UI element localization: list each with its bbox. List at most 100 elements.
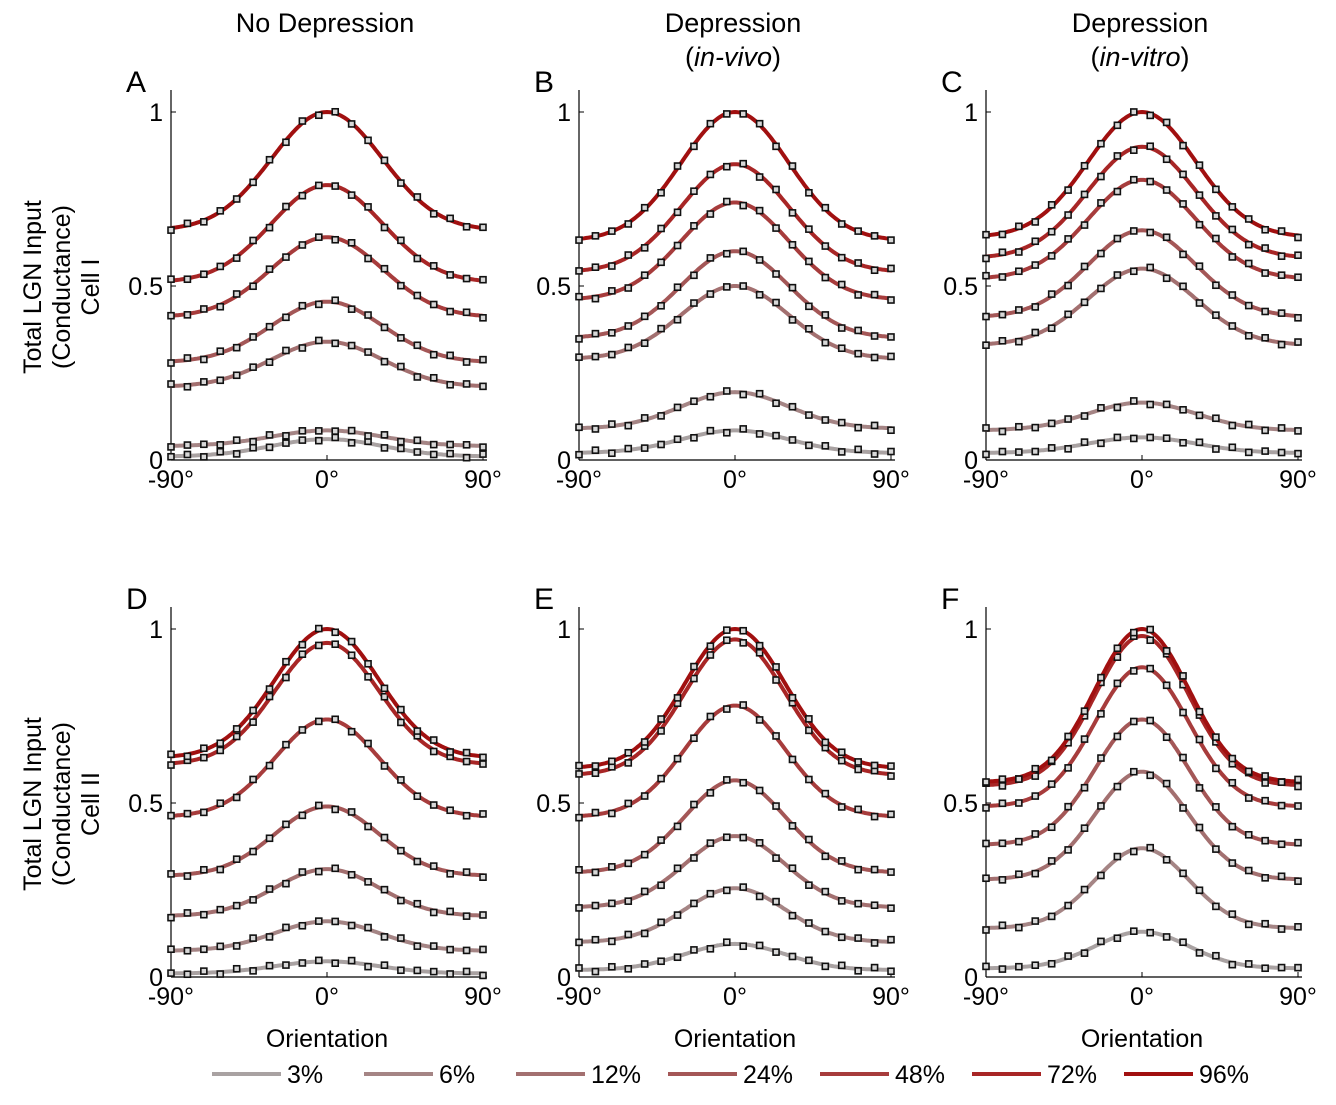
data-point: [1195, 438, 1204, 447]
data-point: [200, 808, 208, 817]
data-point: [1162, 155, 1171, 164]
data-point: [167, 452, 175, 461]
data-point: [1129, 667, 1138, 675]
data-point: [1080, 262, 1089, 271]
data-point: [1244, 794, 1253, 802]
data-point: [755, 430, 764, 438]
data-point: [413, 254, 422, 263]
x-tick-label: 90°: [464, 466, 502, 494]
data-point: [1162, 681, 1171, 690]
data-point: [982, 450, 990, 459]
data-point: [232, 195, 241, 203]
data-point: [331, 107, 340, 116]
row-label-1: Total LGN Input (Conductance) Cell I: [19, 200, 105, 374]
data-point: [462, 757, 471, 766]
data-point: [788, 316, 797, 324]
data-point: [706, 119, 715, 128]
data-point: [706, 290, 715, 298]
series-72%: [982, 632, 1302, 791]
data-point: [575, 964, 583, 972]
panel-D: D 0 0.5 1 -90° 0° 90° Orientation: [126, 583, 502, 1053]
data-point: [755, 892, 764, 901]
data-point: [706, 254, 715, 262]
data-point: [805, 411, 813, 419]
data-point: [722, 886, 731, 895]
data-point: [462, 222, 471, 231]
column-subtitle-2: (in-vivo): [685, 42, 781, 72]
data-point: [364, 659, 372, 668]
data-point: [347, 921, 356, 930]
data-point: [837, 253, 846, 262]
data-point: [837, 324, 846, 332]
data-point: [265, 834, 274, 843]
data-point: [772, 948, 780, 956]
data-point: [1277, 840, 1286, 849]
data-point: [706, 789, 715, 797]
data-point: [183, 450, 192, 459]
data-point: [282, 432, 290, 440]
data-point: [854, 865, 862, 874]
data-point: [282, 673, 290, 682]
data-point: [1047, 912, 1056, 921]
data-point: [314, 300, 323, 309]
data-point: [380, 444, 389, 452]
data-point: [1113, 152, 1122, 160]
data-point: [1080, 735, 1089, 743]
data-point: [1212, 902, 1220, 911]
data-point: [837, 448, 846, 456]
data-point: [167, 811, 175, 820]
data-point: [314, 624, 323, 633]
data-point: [249, 178, 257, 187]
data-point: [821, 242, 830, 250]
data-point: [380, 692, 389, 701]
data-point: [380, 323, 389, 332]
data-point: [413, 436, 422, 445]
panel-letter: D: [126, 583, 148, 616]
data-point: [755, 256, 764, 264]
data-point: [1261, 772, 1269, 780]
data-point: [1129, 108, 1138, 116]
data-point: [380, 684, 389, 693]
y-tick-label: 0.5: [536, 273, 571, 301]
series-72%: [167, 640, 487, 769]
data-point: [739, 701, 748, 709]
data-point: [722, 197, 731, 206]
panel-B: B 0 0.5 1 -90° 0° 90°: [534, 66, 910, 494]
data-point: [1162, 118, 1171, 127]
data-point: [429, 967, 438, 976]
data-point: [640, 850, 649, 859]
data-point: [1097, 284, 1105, 293]
data-point: [805, 726, 813, 735]
data-point: [1146, 625, 1155, 634]
data-point: [772, 270, 780, 278]
data-point: [397, 705, 405, 714]
data-point: [183, 946, 192, 955]
data-point: [837, 897, 846, 905]
data-point: [608, 287, 616, 295]
data-point: [657, 774, 665, 783]
data-point: [298, 640, 307, 649]
data-point: [640, 203, 649, 212]
data-point: [1129, 397, 1138, 405]
data-point: [232, 725, 241, 733]
data-point: [347, 439, 356, 447]
data-point: [690, 662, 698, 671]
data-point: [998, 876, 1007, 884]
data-point: [624, 799, 633, 808]
data-point: [673, 953, 682, 962]
data-point: [380, 885, 389, 894]
legend-label: 72%: [1047, 1061, 1097, 1089]
data-point: [854, 805, 862, 814]
data-point: [657, 957, 665, 966]
data-point: [1129, 227, 1138, 235]
data-point: [887, 904, 895, 912]
data-point: [216, 347, 225, 355]
data-point: [364, 923, 372, 932]
data-point: [1195, 161, 1204, 169]
data-point: [575, 292, 583, 301]
x-tick-label: -90°: [556, 983, 602, 1011]
data-point: [1244, 301, 1253, 310]
data-point: [265, 885, 274, 893]
data-point: [1064, 235, 1072, 243]
data-point: [788, 911, 797, 920]
